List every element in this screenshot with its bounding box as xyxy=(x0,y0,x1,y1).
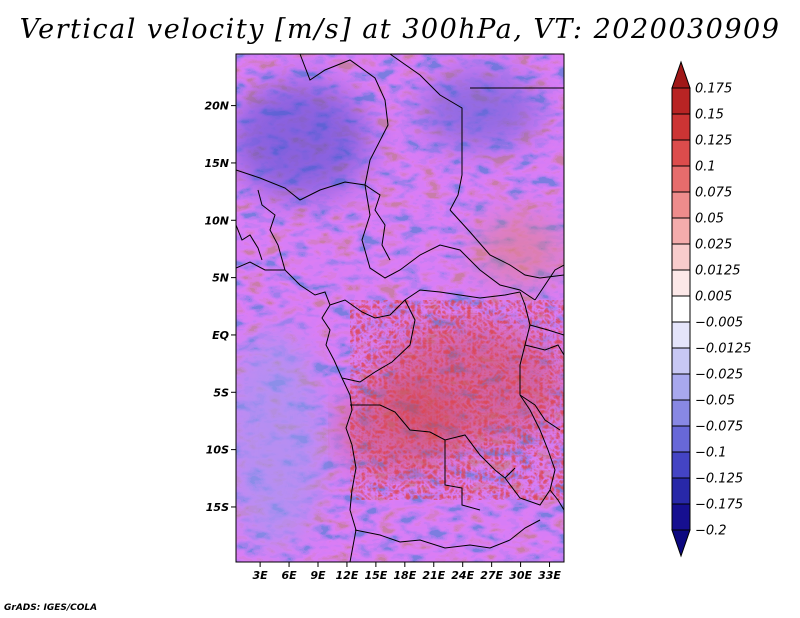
colorbar-swatch xyxy=(671,295,691,323)
colorbar-swatch xyxy=(671,243,691,271)
colorbar-label: 0.025 xyxy=(695,238,732,253)
colorbar-swatch xyxy=(671,139,691,167)
lon-tick-label: 18E xyxy=(393,569,416,582)
lat-tick-label: EQ xyxy=(212,329,229,342)
colorbar-label: 0.005 xyxy=(695,290,732,305)
longitude-axis: 3E 6E 9E 12E 15E 18E 21E 24E 27E 30E 33E xyxy=(253,562,561,582)
colorbar-label: −0.0125 xyxy=(695,342,751,357)
colorbar-swatch xyxy=(671,425,691,453)
colorbar-label: 0.05 xyxy=(695,212,724,227)
lon-tick-label: 27E xyxy=(480,569,503,582)
colorbar-label: 0.1 xyxy=(695,160,716,175)
colorbar-label: −0.1 xyxy=(695,446,727,461)
colorbar-label: 0.125 xyxy=(695,134,732,149)
colorbar-min-arrow xyxy=(671,529,691,558)
lat-tick-label: 10S xyxy=(206,444,229,457)
colorbar-swatch xyxy=(671,477,691,505)
colorbar-swatch xyxy=(671,373,691,401)
vertical-velocity-field xyxy=(236,54,564,562)
colorbar-label: −0.075 xyxy=(695,420,743,435)
latitude-axis: 20N 15N 10N 5N EQ 5S 10S 15S xyxy=(204,100,236,514)
colorbar-label: −0.025 xyxy=(695,368,743,383)
lon-tick-label: 30E xyxy=(509,569,532,582)
map-frame xyxy=(235,53,565,563)
colorbar-swatch xyxy=(671,87,691,115)
map-title: Vertical velocity [m/s] at 300hPa, VT: 2… xyxy=(19,14,781,45)
lat-tick-label: 10N xyxy=(204,214,229,227)
colorbar-label: 0.175 xyxy=(695,82,732,97)
colorbar-swatch xyxy=(671,321,691,349)
colorbar-swatch xyxy=(671,503,691,531)
colorbar-label: −0.125 xyxy=(695,472,743,487)
lat-tick-label: 20N xyxy=(204,100,229,113)
colorbar-label: −0.175 xyxy=(695,498,743,513)
lat-tick-label: 5N xyxy=(212,272,229,285)
colorbar-swatch xyxy=(671,217,691,245)
colorbar-label: 0.0125 xyxy=(695,264,741,279)
colorbar-label: −0.05 xyxy=(695,394,735,409)
lat-tick-label: 15N xyxy=(204,157,229,170)
colorbar-label: 0.15 xyxy=(695,108,724,123)
country-borders xyxy=(236,54,564,562)
lon-tick-label: 15E xyxy=(364,569,387,582)
colorbar-swatch xyxy=(671,347,691,375)
colorbar-max-arrow xyxy=(671,60,691,89)
lon-tick-label: 9E xyxy=(310,569,326,582)
grads-credit: GrADS: IGES/COLA xyxy=(4,603,98,613)
convective-region xyxy=(340,300,564,500)
colorbar-swatch xyxy=(671,451,691,479)
lon-tick-label: 21E xyxy=(422,569,445,582)
lon-tick-label: 33E xyxy=(538,569,561,582)
lon-tick-label: 24E xyxy=(451,569,474,582)
colorbar-swatch xyxy=(671,269,691,297)
colorbar-swatch xyxy=(671,191,691,219)
lon-tick-label: 3E xyxy=(253,569,269,582)
lat-tick-label: 15S xyxy=(206,501,229,514)
colorbar-label: 0.075 xyxy=(695,186,732,201)
colorbar-swatch xyxy=(671,113,691,141)
colorbar-swatch xyxy=(671,165,691,193)
colorbar: 0.175 0.15 0.125 0.1 0.075 0.05 0.025 0.0125 0.0… xyxy=(671,60,751,558)
colorbar-label: −0.005 xyxy=(695,316,743,331)
lon-tick-label: 6E xyxy=(281,569,297,582)
lat-tick-label: 5S xyxy=(213,386,229,399)
colorbar-swatch xyxy=(671,399,691,427)
lon-tick-label: 12E xyxy=(336,569,359,582)
colorbar-label: −0.2 xyxy=(695,524,727,539)
